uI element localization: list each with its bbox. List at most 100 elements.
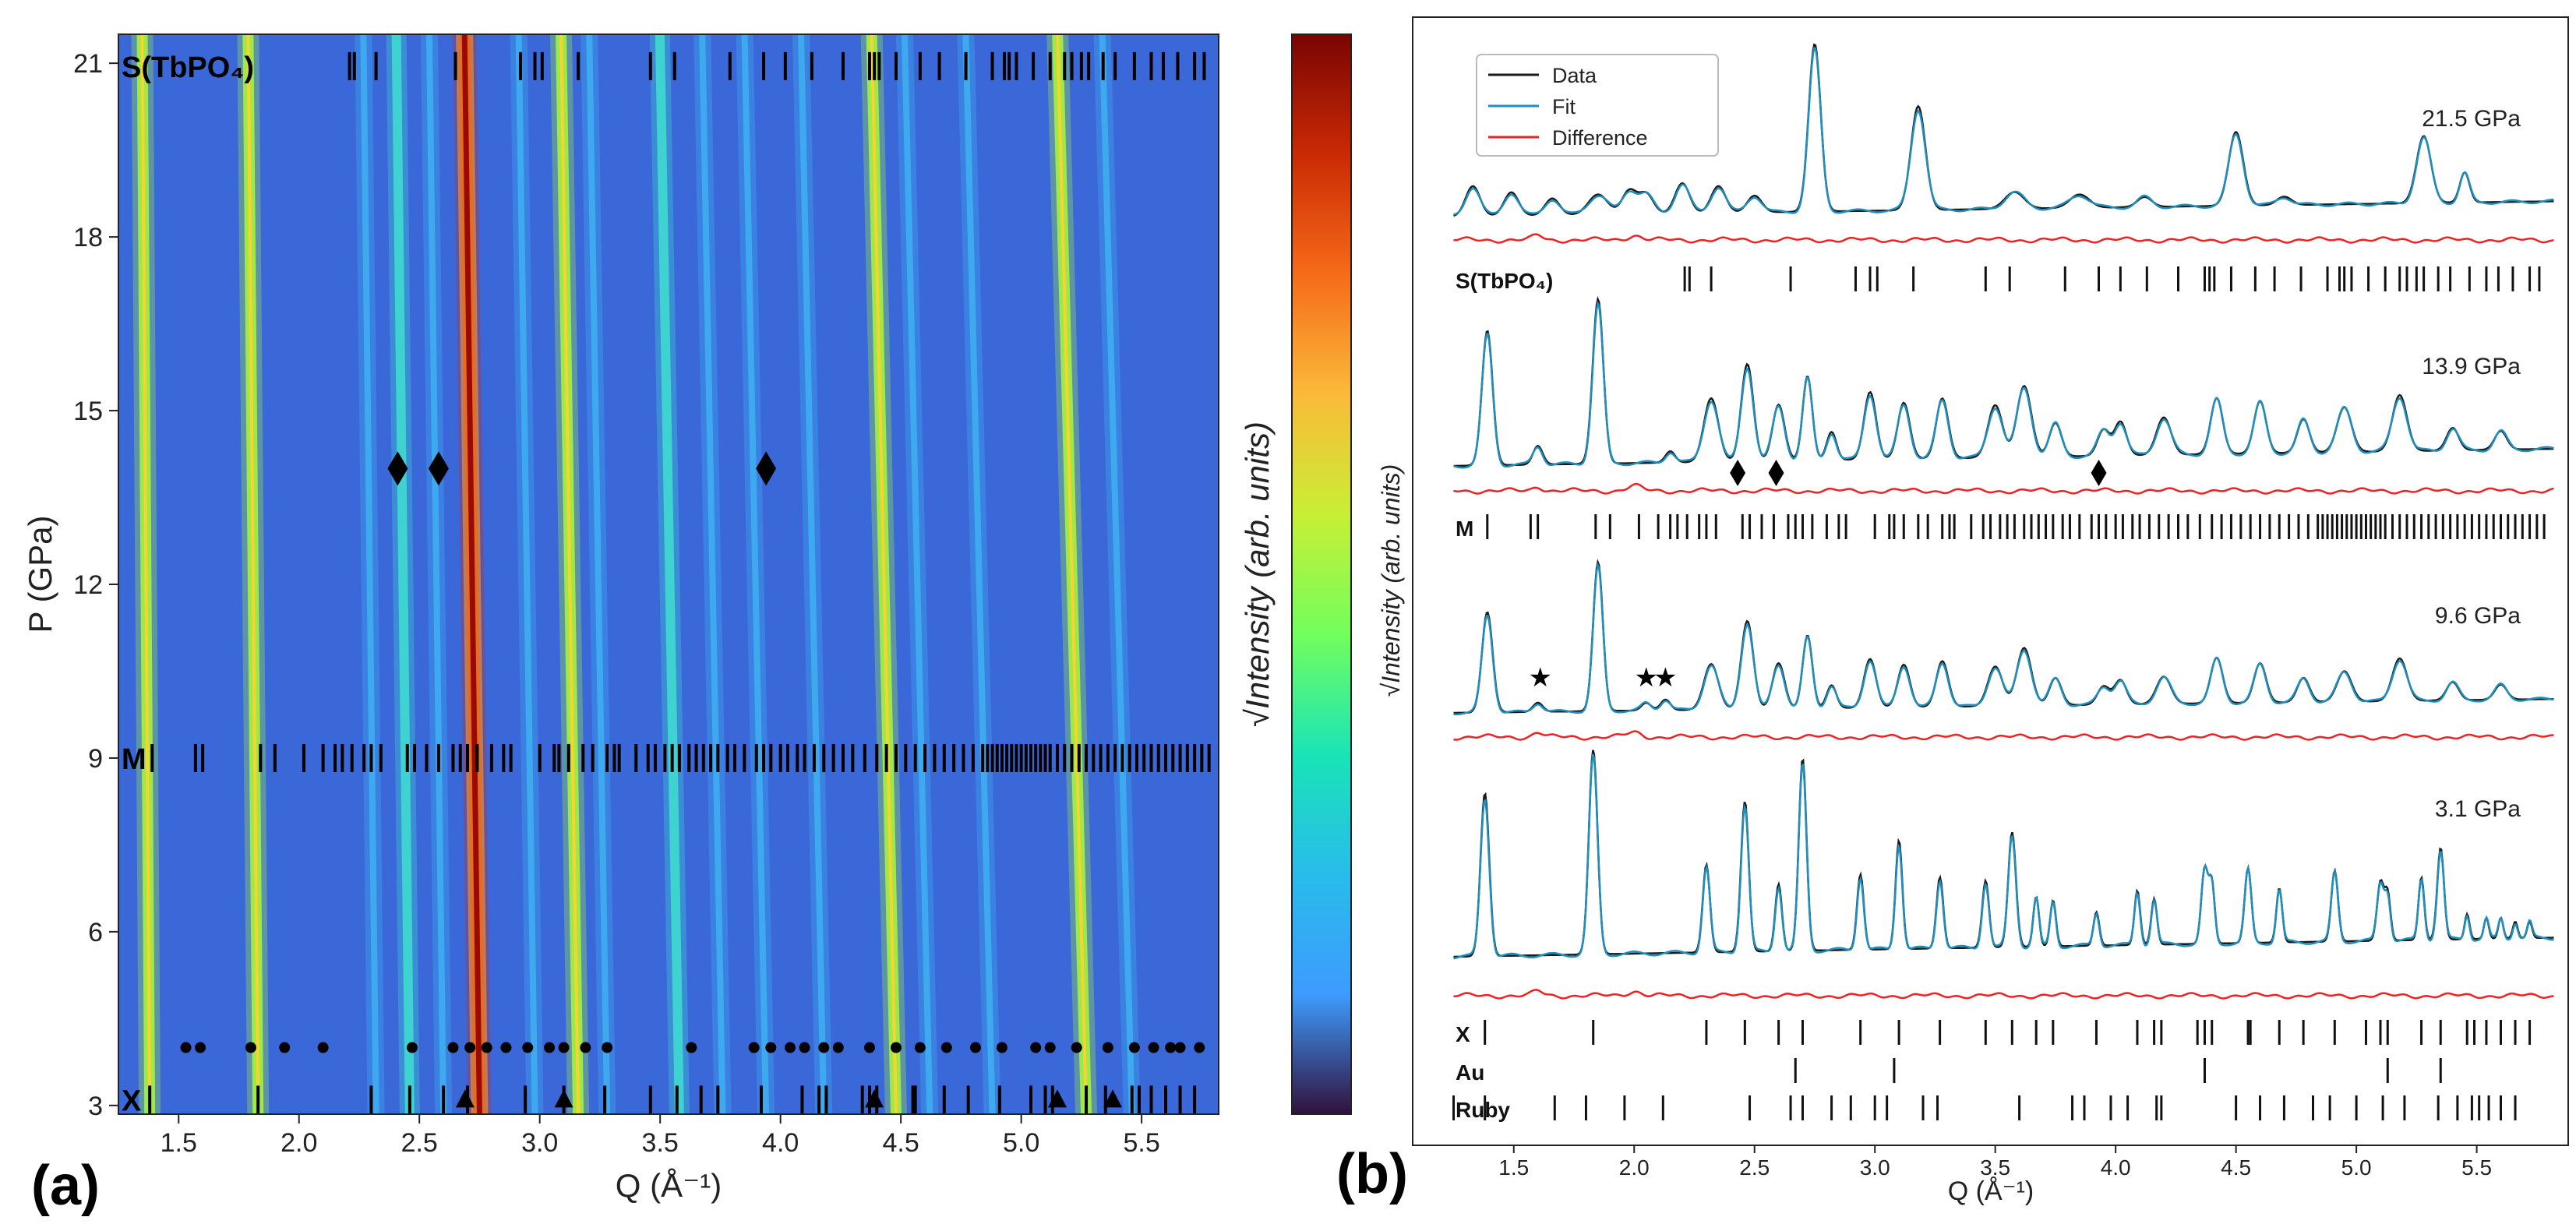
circle-marker [1174, 1042, 1186, 1053]
diamond-marker [428, 451, 449, 486]
heatmap-x-tick-label: 3.0 [521, 1128, 558, 1158]
circle-marker [406, 1042, 418, 1053]
circle-marker [1165, 1042, 1177, 1053]
circle-marker [1044, 1042, 1056, 1053]
heatmap-band-core [246, 34, 260, 1114]
circle-marker [500, 1042, 512, 1053]
pressure-label: 3.1 GPa [2435, 796, 2521, 822]
circle-marker [969, 1042, 981, 1053]
heatmap-band [962, 34, 996, 1114]
circle-marker [1071, 1042, 1082, 1053]
circle-marker [818, 1042, 830, 1053]
triangle-marker [1103, 1089, 1123, 1108]
data-series-line [1453, 295, 2554, 467]
heatmap-x-tick-label: 4.0 [762, 1128, 799, 1158]
difference-series-line [1453, 730, 2554, 741]
circle-marker [279, 1042, 291, 1053]
triangle-marker [554, 1089, 573, 1108]
heatmap-band [655, 34, 684, 1114]
pressure-label: 9.6 GPa [2435, 603, 2521, 629]
star-marker: ★ [1634, 663, 1657, 693]
heatmap-band [586, 34, 611, 1114]
circle-marker [464, 1042, 476, 1053]
circle-marker [195, 1042, 206, 1053]
circle-marker [580, 1042, 591, 1053]
circle-marker [481, 1042, 492, 1053]
colorbar [1291, 34, 1352, 1115]
data-series-line [1453, 43, 2554, 217]
circle-marker [785, 1042, 796, 1053]
diamond-marker [756, 451, 777, 486]
circle-marker [765, 1042, 777, 1053]
patterns-y-axis-label: √Intensity (arb. units) [1377, 464, 1405, 697]
fit-series-line [1453, 47, 2554, 216]
pressure-label: 13.9 GPa [2422, 354, 2521, 379]
heatmap-x-tick-label: 2.5 [401, 1128, 438, 1158]
heatmap-y-tick-label: 18 [73, 223, 103, 252]
heatmap-frame [118, 34, 1219, 1115]
patterns-x-tick-label: 4.5 [2221, 1155, 2251, 1180]
heatmap-y-axis-label: P (GPa) [22, 516, 58, 633]
reflection-row-label: Au [1456, 1060, 1484, 1085]
heatmap-band-core [559, 34, 580, 1114]
pattern-group: 9.6 GPa★ ★★ [1453, 559, 2554, 741]
heatmap-y-tick-label: 12 [73, 570, 103, 600]
heatmap-band-core [461, 34, 482, 1114]
heatmap-y-tick-label: 15 [73, 397, 103, 426]
heatmap-y-tick-label: 3 [88, 1092, 103, 1121]
pressure-label: 21.5 GPa [2422, 106, 2521, 132]
heatmap-tick-row: M [122, 743, 1211, 776]
triangle-marker [455, 1089, 475, 1108]
circle-marker [180, 1042, 192, 1053]
circle-marker [863, 1042, 875, 1053]
circle-marker [832, 1042, 844, 1053]
heatmap-tick-row-label: X [122, 1085, 142, 1117]
fit-series-line [1453, 753, 2554, 960]
heatmap-x-tick-label: 4.5 [883, 1128, 919, 1158]
diamond-marker [1768, 460, 1784, 486]
panel-a-label: (a) [31, 1155, 100, 1217]
circle-marker [544, 1042, 556, 1053]
patterns-x-tick-label: 5.5 [2461, 1155, 2492, 1180]
pattern-group: 13.9 GPa M [1453, 295, 2554, 541]
circle-marker [748, 1042, 760, 1053]
heatmap-x-tick-label: 1.5 [161, 1128, 197, 1158]
patterns-x-tick-label: 3.0 [1860, 1155, 1890, 1180]
heatmap-x-tick-label: 5.0 [1003, 1128, 1039, 1158]
heatmap-x-tick-label: 2.0 [281, 1128, 317, 1158]
circle-marker [996, 1042, 1007, 1053]
heatmap-band [391, 34, 415, 1114]
legend-fit-label: Fit [1552, 95, 1576, 118]
patterns-x-axis-label: Q (Å⁻¹) [1948, 1176, 2034, 1206]
diamond-marker [2091, 460, 2107, 486]
reflection-row-label: Ruby [1456, 1098, 1510, 1122]
heatmap-band-core [870, 34, 898, 1114]
heatmap-band-core [140, 34, 152, 1114]
heatmap-y-tick-label: 21 [73, 49, 103, 79]
reflection-row-label: X [1456, 1022, 1470, 1046]
legend: Data Fit Difference [1476, 54, 1719, 157]
circle-marker [1148, 1042, 1159, 1053]
circle-marker [1030, 1042, 1042, 1053]
circle-marker [799, 1042, 810, 1053]
circle-marker [1194, 1042, 1205, 1053]
patterns-x-tick-label: 3.5 [1980, 1155, 2010, 1180]
data-series-line [1453, 750, 2554, 958]
patterns-x-tick-label: 2.5 [1739, 1155, 1770, 1180]
diamond-marker [1730, 460, 1746, 486]
heatmap-band [798, 34, 827, 1114]
reflection-row-label: M [1456, 517, 1473, 541]
circle-marker [522, 1042, 534, 1053]
circle-marker [1102, 1042, 1113, 1053]
pattern-group: 21.5 GPa S(TbPO₄) [1453, 43, 2554, 293]
circle-marker [602, 1042, 613, 1053]
legend-box [1476, 54, 1719, 157]
heatmap-x-tick-label: 5.5 [1123, 1128, 1159, 1158]
patterns-x-tick-label: 2.0 [1619, 1155, 1650, 1180]
colorbar-label: √Intensity (arb. units) [1239, 422, 1276, 727]
heatmap-band [699, 34, 726, 1114]
panel-a-heatmap: S(TbPO₄) M X 1.5 2.0 2.5 3.0 3.5 4.0 4.5 5.0 5.5 3… [22, 34, 1352, 1217]
circle-marker [317, 1042, 329, 1053]
panel-b-label: (b) [1336, 1143, 1408, 1205]
patterns-frame [1412, 16, 2569, 1146]
